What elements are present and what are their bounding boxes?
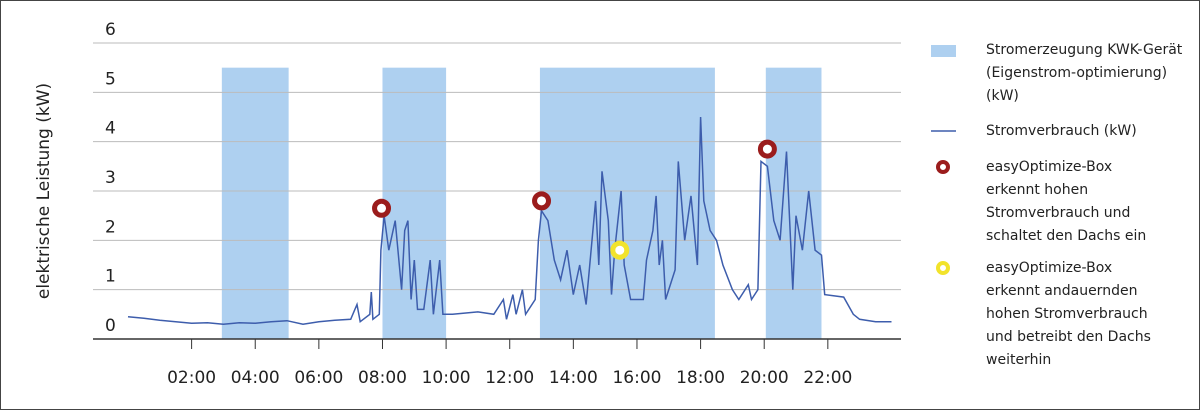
x-tick-label: 04:00 [231, 368, 280, 388]
legend-swatch [936, 160, 950, 174]
legend-bands: Stromerzeugung KWK-Gerät (Eigenstrom-opt… [986, 42, 1183, 104]
y-tick-label: 5 [105, 69, 116, 89]
y-tick-label: 6 [105, 20, 116, 40]
x-tick-label: 20:00 [740, 368, 789, 388]
x-tick-label: 14:00 [549, 368, 598, 388]
x-tick-label: 06:00 [294, 368, 343, 388]
x-tick-label: 08:00 [358, 368, 407, 388]
marker [532, 191, 552, 211]
y-axis-label: elektrische Leistung (kW) [34, 83, 54, 299]
y-tick-label: 0 [105, 316, 116, 336]
legend-swatch [931, 45, 956, 57]
x-tick-label: 02:00 [167, 368, 216, 388]
marker [610, 240, 630, 260]
band [221, 67, 289, 340]
marker [372, 198, 392, 218]
legend-line: Stromverbrauch (kW) [986, 123, 1137, 139]
band [382, 67, 447, 340]
y-tick-label: 2 [105, 217, 116, 237]
x-tick-label: 22:00 [803, 368, 852, 388]
x-tick-label: 10:00 [422, 368, 471, 388]
y-tick-label: 3 [105, 168, 116, 188]
x-tick-label: 18:00 [676, 368, 725, 388]
band [765, 67, 822, 340]
marker [757, 139, 777, 159]
legend-marker: easyOptimize-Box erkennt andauernden hoh… [986, 260, 1151, 368]
series-line [127, 116, 892, 325]
x-tick-label: 16:00 [612, 368, 661, 388]
x-tick-label: 12:00 [485, 368, 534, 388]
band [539, 67, 715, 340]
y-tick-label: 1 [105, 267, 116, 287]
y-tick-label: 4 [105, 119, 116, 139]
legend-swatch [936, 261, 950, 275]
legend-marker: easyOptimize-Box erkennt hohen Stromverb… [986, 159, 1147, 244]
